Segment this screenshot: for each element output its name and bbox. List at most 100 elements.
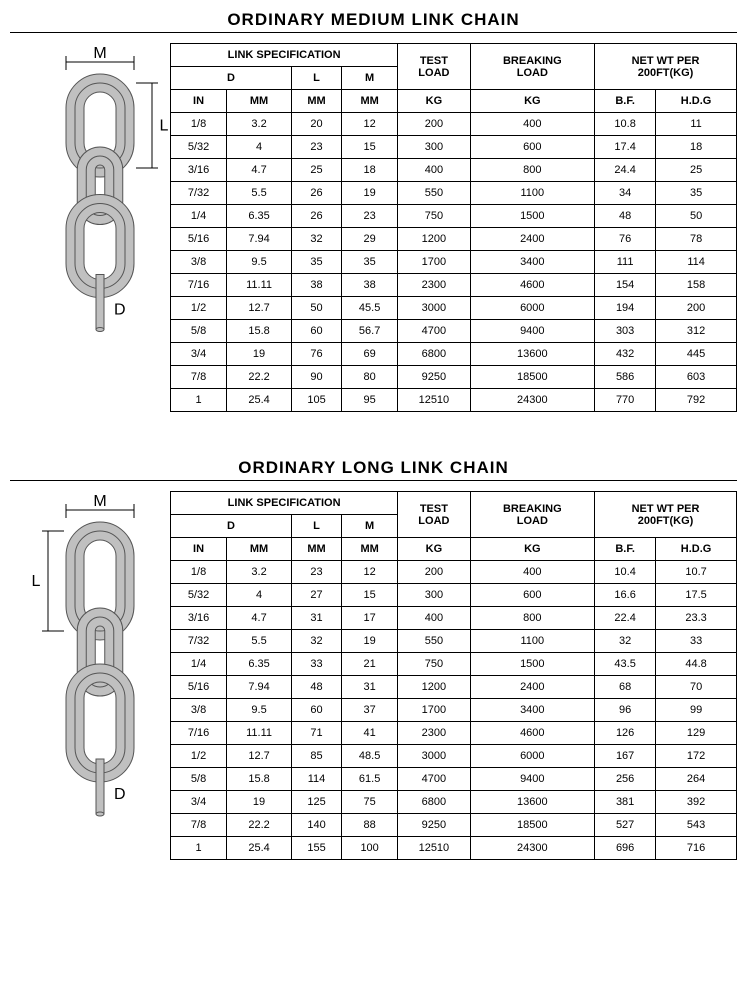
chain-diagram: M LD xyxy=(10,491,170,876)
table-cell: 770 xyxy=(595,389,656,412)
table-cell: 90 xyxy=(292,366,342,389)
svg-text:L: L xyxy=(160,118,169,135)
table-cell: 3/16 xyxy=(171,607,227,630)
table-cell: 13600 xyxy=(470,791,595,814)
table-cell: 11.11 xyxy=(227,722,292,745)
table-cell: 34 xyxy=(595,182,656,205)
table-cell: 48 xyxy=(595,205,656,228)
header-D: D xyxy=(171,515,292,538)
svg-text:L: L xyxy=(32,573,41,590)
table-cell: 33 xyxy=(656,630,737,653)
section-title: ORDINARY MEDIUM LINK CHAIN xyxy=(10,10,737,33)
table-row: 1/212.78548.530006000167172 xyxy=(171,745,737,768)
table-cell: 3000 xyxy=(398,745,470,768)
table-cell: 4.7 xyxy=(227,607,292,630)
table-cell: 24.4 xyxy=(595,159,656,182)
table-cell: 35 xyxy=(292,251,342,274)
table-cell: 11.11 xyxy=(227,274,292,297)
header-breaking-load: BREAKINGLOAD xyxy=(470,492,595,538)
table-cell: 550 xyxy=(398,182,470,205)
table-cell: 1700 xyxy=(398,699,470,722)
table-cell: 543 xyxy=(656,814,737,837)
table-cell: 303 xyxy=(595,320,656,343)
table-cell: 400 xyxy=(398,159,470,182)
table-cell: 1200 xyxy=(398,228,470,251)
header-D: D xyxy=(171,67,292,90)
table-cell: 12.7 xyxy=(227,745,292,768)
table-cell: 32 xyxy=(292,228,342,251)
svg-text:M: M xyxy=(93,493,106,510)
table-cell: 85 xyxy=(292,745,342,768)
table-cell: 23 xyxy=(292,561,342,584)
table-cell: 3/4 xyxy=(171,791,227,814)
header-M: M xyxy=(342,515,398,538)
table-cell: 88 xyxy=(342,814,398,837)
table-cell: 2400 xyxy=(470,676,595,699)
header-unit: KG xyxy=(398,538,470,561)
table-cell: 18500 xyxy=(470,814,595,837)
table-cell: 7.94 xyxy=(227,676,292,699)
table-row: 7/822.214088925018500527543 xyxy=(171,814,737,837)
table-cell: 3/8 xyxy=(171,251,227,274)
table-cell: 24300 xyxy=(470,389,595,412)
header-L: L xyxy=(292,67,342,90)
chain-section-0: ORDINARY MEDIUM LINK CHAIN M xyxy=(10,10,737,428)
table-cell: 12510 xyxy=(398,837,470,860)
table-cell: 3/16 xyxy=(171,159,227,182)
table-cell: 3400 xyxy=(470,699,595,722)
table-cell: 300 xyxy=(398,136,470,159)
table-cell: 5/16 xyxy=(171,228,227,251)
table-cell: 32 xyxy=(292,630,342,653)
table-cell: 4.7 xyxy=(227,159,292,182)
table-cell: 20 xyxy=(292,113,342,136)
table-cell: 19 xyxy=(227,343,292,366)
table-cell: 600 xyxy=(470,584,595,607)
table-cell: 129 xyxy=(656,722,737,745)
table-cell: 750 xyxy=(398,205,470,228)
table-cell: 60 xyxy=(292,320,342,343)
table-cell: 4600 xyxy=(470,722,595,745)
table-cell: 1200 xyxy=(398,676,470,699)
table-cell: 4700 xyxy=(398,768,470,791)
table-cell: 1100 xyxy=(470,182,595,205)
table-row: 5/167.943229120024007678 xyxy=(171,228,737,251)
header-unit: B.F. xyxy=(595,90,656,113)
table-cell: 9250 xyxy=(398,366,470,389)
table-cell: 1/8 xyxy=(171,561,227,584)
table-cell: 200 xyxy=(398,113,470,136)
svg-text:M: M xyxy=(93,45,106,62)
table-cell: 19 xyxy=(342,182,398,205)
table-cell: 1500 xyxy=(470,205,595,228)
chain-diagram: M LD xyxy=(10,43,170,428)
table-cell: 15 xyxy=(342,136,398,159)
table-cell: 48 xyxy=(292,676,342,699)
table-cell: 1100 xyxy=(470,630,595,653)
table-cell: 1/2 xyxy=(171,297,227,320)
table-cell: 550 xyxy=(398,630,470,653)
table-cell: 50 xyxy=(292,297,342,320)
table-cell: 15 xyxy=(342,584,398,607)
table-cell: 31 xyxy=(342,676,398,699)
table-cell: 23 xyxy=(342,205,398,228)
table-cell: 4 xyxy=(227,136,292,159)
table-cell: 100 xyxy=(342,837,398,860)
table-cell: 6800 xyxy=(398,791,470,814)
table-cell: 381 xyxy=(595,791,656,814)
table-cell: 5/16 xyxy=(171,676,227,699)
table-cell: 10.8 xyxy=(595,113,656,136)
table-cell: 12 xyxy=(342,113,398,136)
table-cell: 31 xyxy=(292,607,342,630)
table-cell: 41 xyxy=(342,722,398,745)
table-cell: 44.8 xyxy=(656,653,737,676)
table-cell: 586 xyxy=(595,366,656,389)
table-cell: 7/8 xyxy=(171,366,227,389)
table-cell: 18 xyxy=(656,136,737,159)
table-cell: 18 xyxy=(342,159,398,182)
table-cell: 5/32 xyxy=(171,136,227,159)
table-cell: 114 xyxy=(292,768,342,791)
table-cell: 9.5 xyxy=(227,251,292,274)
table-row: 125.4105951251024300770792 xyxy=(171,389,737,412)
table-cell: 17 xyxy=(342,607,398,630)
table-cell: 5.5 xyxy=(227,182,292,205)
table-cell: 194 xyxy=(595,297,656,320)
